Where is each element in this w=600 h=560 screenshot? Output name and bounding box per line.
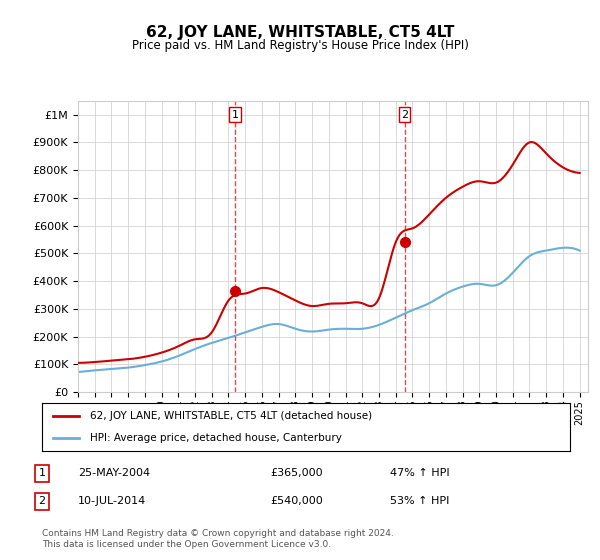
Text: 1: 1 [38, 468, 46, 478]
Text: 53% ↑ HPI: 53% ↑ HPI [390, 496, 449, 506]
Text: 10-JUL-2014: 10-JUL-2014 [78, 496, 146, 506]
Text: Price paid vs. HM Land Registry's House Price Index (HPI): Price paid vs. HM Land Registry's House … [131, 39, 469, 52]
Text: £540,000: £540,000 [270, 496, 323, 506]
Text: £365,000: £365,000 [270, 468, 323, 478]
Text: 62, JOY LANE, WHITSTABLE, CT5 4LT: 62, JOY LANE, WHITSTABLE, CT5 4LT [146, 25, 454, 40]
Text: 2: 2 [401, 110, 408, 120]
Text: 47% ↑ HPI: 47% ↑ HPI [390, 468, 449, 478]
Text: 25-MAY-2004: 25-MAY-2004 [78, 468, 150, 478]
Text: HPI: Average price, detached house, Canterbury: HPI: Average price, detached house, Cant… [89, 433, 341, 443]
Text: 1: 1 [232, 110, 239, 120]
Text: Contains HM Land Registry data © Crown copyright and database right 2024.
This d: Contains HM Land Registry data © Crown c… [42, 529, 394, 549]
Text: 62, JOY LANE, WHITSTABLE, CT5 4LT (detached house): 62, JOY LANE, WHITSTABLE, CT5 4LT (detac… [89, 411, 371, 421]
Text: 2: 2 [38, 496, 46, 506]
